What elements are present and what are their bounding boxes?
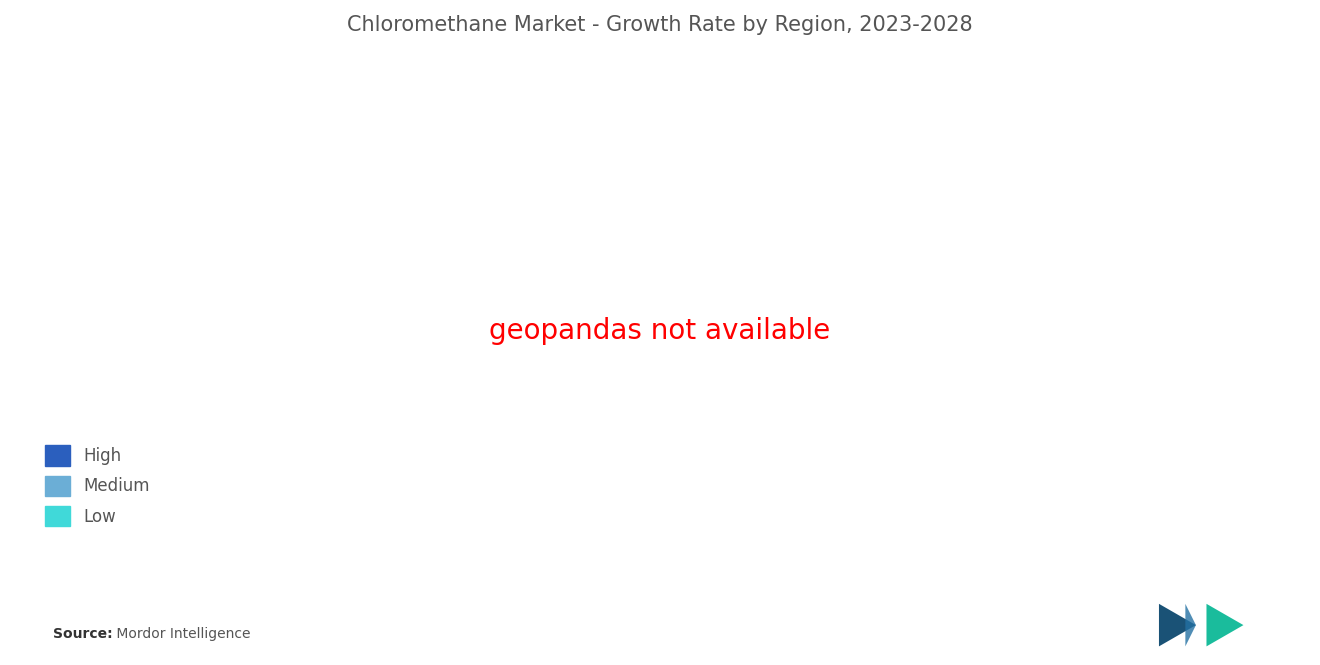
Polygon shape [1185, 604, 1196, 646]
Title: Chloromethane Market - Growth Rate by Region, 2023-2028: Chloromethane Market - Growth Rate by Re… [347, 15, 973, 35]
Polygon shape [1206, 604, 1243, 646]
Polygon shape [1159, 604, 1196, 646]
Text: geopandas not available: geopandas not available [490, 317, 830, 345]
Text: Mordor Intelligence: Mordor Intelligence [112, 627, 251, 642]
Legend: High, Medium, Low: High, Medium, Low [36, 437, 157, 535]
Text: Source:: Source: [53, 627, 112, 642]
